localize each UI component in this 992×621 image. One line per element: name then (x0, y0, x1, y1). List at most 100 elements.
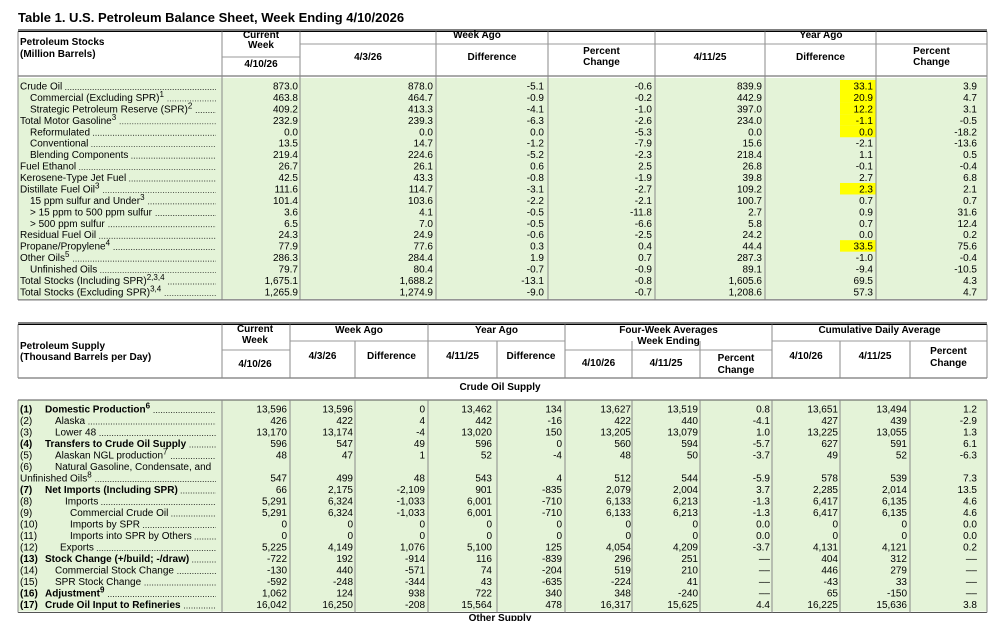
text-part: 397.0 (737, 104, 762, 115)
text-part: 0 (486, 520, 492, 531)
text-part: Adjustment (45, 589, 101, 600)
cell-value: 0 (556, 439, 562, 450)
column-header: Week (248, 40, 274, 51)
cell-value: -1.1 (856, 116, 874, 127)
text-part: 44.4 (743, 242, 763, 253)
cell-value: 409.2 (273, 104, 298, 115)
text-part: -0.4 (960, 162, 978, 173)
cell-value: 279 (890, 566, 907, 577)
cell-value: 543 (475, 474, 492, 485)
cell-value: 24.2 (743, 230, 763, 241)
cell-value: -4 (553, 451, 562, 462)
cell-value: -0.7 (527, 265, 545, 276)
text-part: 13,174 (322, 428, 353, 439)
text-part: -10.5 (954, 265, 977, 276)
text-part: 210 (681, 566, 698, 577)
cell-value: 442 (475, 416, 492, 427)
text-part: 4.6 (963, 497, 977, 508)
text-part: -0.8 (527, 173, 545, 184)
cell-value: 0 (625, 531, 631, 542)
text-part: -0.9 (527, 93, 545, 104)
text-part: 0.2 (963, 543, 977, 554)
cell-value: 114.7 (409, 184, 434, 195)
cell-value: 33 (896, 577, 908, 588)
text-part: 4/10/26 (238, 359, 272, 370)
cell-value: 1,274.9 (400, 287, 434, 298)
row-label: Domestic Production6 (45, 401, 151, 416)
text-part: -839 (542, 554, 562, 565)
text-part: Exports (60, 543, 94, 554)
cell-value: -2.2 (527, 196, 545, 207)
cell-value: -0.8 (527, 173, 545, 184)
text-part: -0.1 (856, 162, 874, 173)
text-part: Fuel Ethanol (20, 162, 76, 173)
text-part: –– (966, 589, 978, 600)
text-part: 878.0 (408, 82, 433, 93)
text-part: 2.7 (859, 173, 873, 184)
text-part: 125 (545, 543, 562, 554)
group-header: Cumulative Daily Average (818, 325, 941, 336)
cell-value: 1,675.1 (265, 276, 299, 287)
text-part: 6,133 (606, 508, 631, 519)
text-part: 6,324 (328, 508, 353, 519)
row-number: (4) (20, 439, 32, 450)
text-part: 116 (476, 554, 492, 565)
cell-value: 1,076 (400, 543, 425, 554)
text-part: > 15 ppm to 500 ppm sulfur (30, 207, 153, 218)
text-part: 543 (475, 474, 492, 485)
text-part: 4/11/25 (694, 52, 727, 63)
row-label: Net Imports (Including SPR) (45, 485, 178, 496)
title: Table 1. U.S. Petroleum Balance Sheet, W… (18, 10, 404, 25)
text-part: 6,213 (673, 508, 698, 519)
text-part: (4) (20, 439, 32, 450)
cell-value: 239.3 (408, 116, 433, 127)
text-part: -2.7 (635, 184, 653, 195)
cell-value: -6.3 (960, 451, 978, 462)
cell-value: 3.6 (284, 207, 298, 218)
cell-value: -2.1 (635, 196, 653, 207)
cell-value: –– (759, 554, 771, 565)
text-part: 0 (901, 531, 907, 542)
text-part: 4 (419, 416, 425, 427)
cell-value: 397.0 (737, 104, 762, 115)
cell-value: 125 (545, 543, 562, 554)
text-part: 1,675.1 (265, 276, 299, 287)
column-header: 4/3/26 (309, 351, 337, 362)
cell-value: -2.7 (635, 184, 653, 195)
column-header: 4/11/25 (446, 351, 479, 362)
cell-value: 251 (681, 554, 698, 565)
text-part: 24.3 (279, 230, 299, 241)
cell-value: 596 (475, 439, 492, 450)
cell-value: 0.7 (859, 196, 873, 207)
cell-value: 6,324 (328, 508, 353, 519)
cell-value: 4,121 (882, 543, 907, 554)
text-part: 4.4 (756, 600, 770, 611)
cell-value: 26.1 (414, 162, 434, 173)
cell-value: 578 (821, 474, 838, 485)
cell-value: 0.6 (530, 162, 544, 173)
cell-value: 12.2 (854, 104, 874, 115)
text-part: 0 (486, 531, 492, 542)
cell-value: 427 (821, 416, 838, 427)
row-label: Propane/Propylene4 (20, 238, 111, 253)
text-part: -2.9 (960, 416, 978, 427)
cell-value: –– (966, 554, 978, 565)
text-part: -13.6 (954, 139, 977, 150)
text-part: 232.9 (273, 116, 298, 127)
text-part: -150 (887, 589, 907, 600)
cell-value: 4.1 (419, 207, 433, 218)
text-part: 15 ppm sulfur and Under (30, 196, 141, 207)
text-part: Natural Gasoline, Condensate, and (55, 462, 211, 473)
cell-value: -224 (611, 577, 631, 588)
text-part: 234.0 (737, 116, 762, 127)
text-part: -130 (267, 566, 287, 577)
text-part: 5.8 (748, 219, 762, 230)
text-part: 65 (827, 589, 839, 600)
text-part: 6,135 (882, 508, 907, 519)
column-header: Difference (796, 52, 845, 63)
text-part: 6.1 (963, 439, 977, 450)
group-header: Year Ago (475, 325, 518, 336)
cell-value: 1,265.9 (265, 287, 299, 298)
text-part: 440 (681, 416, 698, 427)
cell-value: 13,205 (600, 428, 631, 439)
